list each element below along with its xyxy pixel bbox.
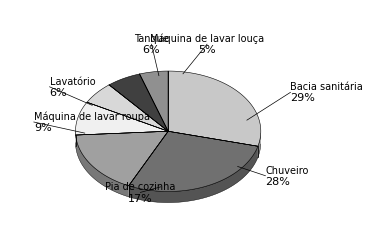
Polygon shape [258, 133, 261, 157]
Text: 6%: 6% [142, 45, 160, 55]
Text: Máquina de lavar louça: Máquina de lavar louça [150, 34, 264, 44]
Polygon shape [129, 131, 258, 192]
Text: Bacia sanitária: Bacia sanitária [291, 82, 363, 92]
Polygon shape [129, 146, 258, 203]
Polygon shape [168, 71, 261, 146]
Text: 9%: 9% [34, 123, 51, 133]
Text: 28%: 28% [266, 177, 290, 187]
Text: Tanque: Tanque [134, 34, 169, 44]
Text: Máquina de lavar roupa: Máquina de lavar roupa [34, 112, 150, 122]
Polygon shape [109, 74, 168, 131]
Text: Pia de cozinha: Pia de cozinha [105, 183, 176, 193]
Text: 6%: 6% [50, 88, 67, 98]
Polygon shape [87, 85, 168, 131]
Text: 5%: 5% [198, 45, 216, 55]
Text: Chuveiro: Chuveiro [266, 166, 309, 176]
Text: 29%: 29% [291, 93, 315, 103]
Polygon shape [76, 131, 168, 186]
Text: 17%: 17% [128, 193, 153, 203]
Polygon shape [75, 102, 168, 135]
Text: Lavatório: Lavatório [50, 77, 95, 87]
Polygon shape [140, 71, 168, 131]
Polygon shape [76, 135, 129, 197]
